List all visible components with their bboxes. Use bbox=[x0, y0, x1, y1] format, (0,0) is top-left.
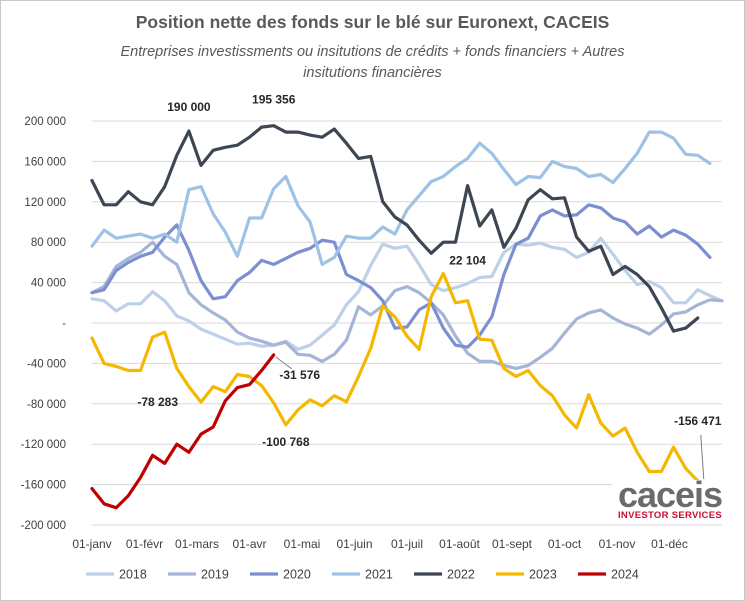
caceis-logo: caceis INVESTOR SERVICES bbox=[612, 474, 728, 524]
y-tick-label: -80 000 bbox=[27, 399, 66, 411]
y-tick-label: 80 000 bbox=[31, 237, 66, 249]
x-tick-label: 01-févr bbox=[126, 537, 163, 551]
legend-label-2021: 2021 bbox=[365, 568, 393, 582]
y-tick-label: 200 000 bbox=[24, 116, 66, 128]
x-tick-label: 01-oct bbox=[548, 537, 582, 551]
series-line-2024 bbox=[90, 353, 276, 510]
data-label: 195 356 bbox=[252, 93, 296, 107]
series-line-2023 bbox=[90, 271, 700, 483]
y-tick-label: 160 000 bbox=[24, 156, 66, 168]
data-label: 190 000 bbox=[167, 100, 211, 114]
series-line-2019 bbox=[90, 240, 724, 370]
x-tick-label: 01-juin bbox=[336, 537, 372, 551]
x-tick-label: 01-déc bbox=[651, 537, 688, 551]
x-tick-label: 01-mars bbox=[175, 537, 219, 551]
x-tick-label: 01-sept bbox=[492, 537, 533, 551]
y-tick-label: - bbox=[62, 318, 66, 330]
data-label: -156 471 bbox=[674, 414, 722, 428]
series-lines bbox=[90, 124, 724, 510]
series-line-2018 bbox=[90, 236, 724, 351]
data-label: 22 104 bbox=[449, 254, 486, 268]
y-tick-label: 40 000 bbox=[31, 278, 66, 290]
annotation-leader bbox=[275, 356, 293, 370]
chart-title: Position nette des fonds sur le blé sur … bbox=[135, 12, 610, 32]
legend: 2018 2019 2020 2021 2022 2023 2024 bbox=[86, 568, 639, 582]
legend-label-2018: 2018 bbox=[119, 568, 147, 582]
gridlines bbox=[92, 120, 722, 526]
x-axis: 01-janv 01-févr 01-mars 01-avr 01-mai 01-juin… bbox=[72, 537, 688, 551]
y-tick-label: -120 000 bbox=[21, 439, 66, 451]
x-tick-label: 01-août bbox=[439, 537, 480, 551]
series-line-2022 bbox=[90, 124, 700, 333]
data-label: -78 283 bbox=[137, 395, 178, 409]
x-tick-label: 01-mai bbox=[284, 537, 321, 551]
data-label: -31 576 bbox=[279, 368, 320, 382]
logo-tagline: INVESTOR SERVICES bbox=[617, 510, 722, 521]
chart-subtitle: Entreprises investissments ou insitution… bbox=[120, 44, 625, 81]
data-annotations: 190 000 195 356 -78 283 -100 768 -31 576 22 1… bbox=[137, 93, 722, 480]
x-tick-label: 01-janv bbox=[72, 537, 111, 551]
annotation-leader bbox=[700, 435, 705, 480]
legend-label-2022: 2022 bbox=[447, 568, 475, 582]
y-tick-label: -160 000 bbox=[21, 480, 66, 492]
y-tick-label: 120 000 bbox=[24, 197, 66, 209]
legend-label-2023: 2023 bbox=[529, 568, 557, 582]
legend-label-2024: 2024 bbox=[611, 568, 639, 582]
x-tick-label: 01-nov bbox=[599, 537, 636, 551]
x-tick-label: 01-juil bbox=[391, 537, 423, 551]
y-tick-label: -200 000 bbox=[21, 520, 66, 532]
x-tick-label: 01-avr bbox=[232, 537, 266, 551]
data-label: -100 768 bbox=[262, 435, 310, 449]
logo-wordmark: caceis bbox=[617, 474, 723, 515]
legend-label-2020: 2020 bbox=[283, 568, 311, 582]
y-axis: 200 000 160 000 120 000 80 000 40 000 - -40 00… bbox=[21, 116, 67, 532]
y-tick-label: -40 000 bbox=[27, 358, 66, 370]
legend-label-2019: 2019 bbox=[201, 568, 229, 582]
